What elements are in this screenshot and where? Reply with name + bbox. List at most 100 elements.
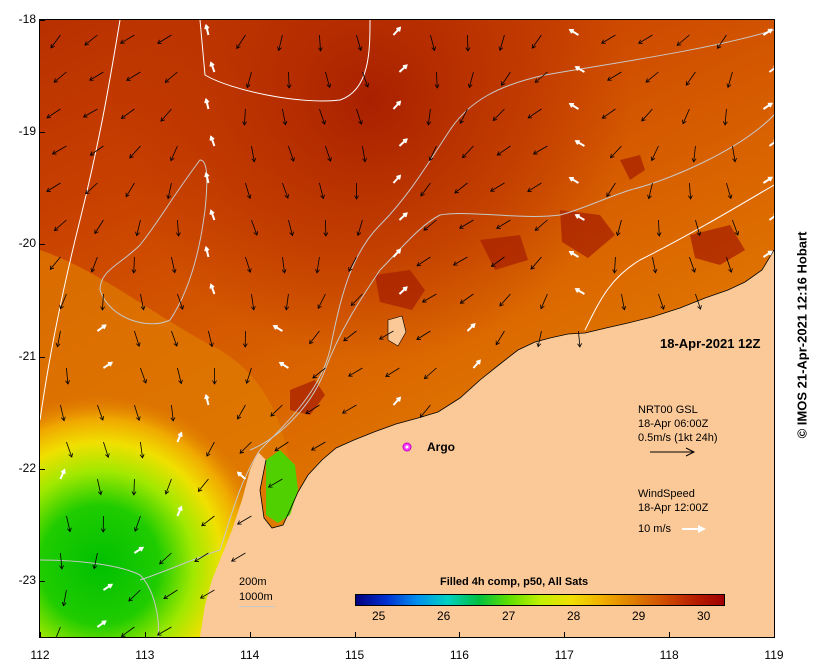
- current-arrow: [160, 108, 172, 122]
- current-arrow: [171, 330, 178, 347]
- current-arrow-head: [434, 84, 440, 89]
- current-arrow: [427, 108, 431, 125]
- current-arrow-head: [242, 121, 248, 126]
- island: [387, 315, 407, 347]
- current-arrow-head: [245, 83, 251, 89]
- current-arrow: [424, 367, 437, 379]
- current-arrow: [246, 71, 252, 88]
- current-arrow: [325, 71, 331, 88]
- contour-200m-b: [584, 184, 774, 331]
- current-arrow-head: [253, 231, 259, 236]
- current-arrow-head: [348, 372, 353, 377]
- current-arrow: [63, 589, 67, 606]
- gsl-scale: 0.5m/s (1kt 24h): [638, 432, 718, 444]
- current-arrow-head: [540, 304, 545, 310]
- current-arrow-head: [499, 301, 504, 307]
- contour-1000m-b: [249, 114, 774, 451]
- current-arrow: [198, 478, 209, 492]
- colorbar-tick: 26: [437, 609, 451, 623]
- current-arrow-head: [171, 268, 177, 274]
- wind-arrow-head: [204, 393, 210, 400]
- current-arrow-head: [82, 113, 88, 118]
- contour-1000m-d: [40, 559, 159, 637]
- colorbar-tick: 30: [697, 609, 711, 623]
- current-arrow-head: [173, 342, 179, 347]
- current-arrow-head: [454, 189, 459, 194]
- current-arrow: [201, 515, 215, 527]
- current-arrow-head: [452, 261, 458, 266]
- current-arrow: [343, 330, 357, 342]
- current-arrow-head: [160, 117, 165, 122]
- current-arrow-head: [170, 156, 175, 162]
- wind-arrow-head: [574, 66, 580, 71]
- current-arrow: [243, 108, 246, 125]
- current-arrow-head: [131, 269, 137, 274]
- wind-arrow-head: [767, 102, 774, 108]
- current-arrow-head: [267, 483, 273, 488]
- current-arrow: [601, 34, 616, 44]
- current-arrow: [356, 34, 362, 51]
- wind-arrow-head: [396, 100, 402, 106]
- wind-arrow-head: [278, 361, 284, 367]
- current-arrow-head: [364, 83, 370, 88]
- current-arrow: [93, 552, 98, 569]
- current-arrow: [97, 478, 102, 495]
- current-arrow-head: [726, 83, 732, 89]
- current-arrow-head: [645, 78, 651, 83]
- current-arrow: [460, 293, 474, 304]
- current-arrow: [91, 256, 98, 273]
- lat-tick: -23: [18, 572, 36, 587]
- current-arrow: [724, 108, 727, 125]
- current-arrow: [236, 34, 246, 49]
- current-arrow: [537, 330, 542, 347]
- lon-tick: 118: [659, 648, 679, 662]
- current-arrow: [495, 330, 505, 345]
- current-arrow-head: [277, 46, 282, 52]
- current-arrow: [134, 515, 141, 532]
- sst-map[interactable]: 18-Apr-2021 12Z Argo NRT00 GSL 18-Apr 06…: [40, 20, 774, 637]
- contour-200m-label: 200m: [239, 576, 267, 588]
- current-arrow-head: [312, 374, 317, 379]
- contour-1000m-c: [99, 159, 208, 325]
- current-arrow: [316, 256, 320, 273]
- current-arrow-head: [289, 231, 295, 237]
- current-arrow-head: [315, 268, 320, 274]
- current-arrow: [239, 441, 252, 454]
- current-arrow: [121, 108, 135, 119]
- colorbar-tick: 29: [632, 609, 646, 623]
- wind-arrow-head: [107, 361, 114, 367]
- current-arrow-head: [247, 268, 252, 273]
- current-arrow-head: [135, 342, 141, 348]
- current-arrow-head: [140, 305, 146, 311]
- current-arrow-head: [59, 304, 64, 310]
- current-arrow-head: [97, 490, 103, 496]
- current-arrow: [319, 108, 326, 125]
- current-arrow: [462, 145, 474, 158]
- current-arrow-head: [416, 262, 422, 267]
- current-arrow: [732, 219, 739, 236]
- current-arrow: [171, 256, 176, 273]
- current-arrow: [89, 71, 104, 81]
- current-arrow-head: [685, 81, 691, 86]
- current-arrow: [102, 293, 104, 310]
- current-arrow-head: [492, 116, 498, 122]
- current-arrow: [177, 367, 182, 384]
- current-arrow-head: [676, 41, 682, 46]
- current-arrow: [157, 626, 172, 636]
- contour-1000m-label: 1000m: [239, 591, 273, 603]
- current-arrow-head: [641, 116, 646, 122]
- current-arrow-head: [67, 527, 72, 533]
- current-arrow: [501, 71, 511, 86]
- current-arrow-head: [131, 491, 137, 496]
- current-arrow-head: [246, 194, 252, 200]
- contour-200m: [40, 20, 121, 421]
- current-arrow: [309, 330, 320, 344]
- current-arrow-head: [327, 157, 332, 162]
- lon-tick: 117: [554, 648, 574, 662]
- wind-arrow-head: [396, 174, 402, 180]
- wind-arrow: [768, 215, 774, 221]
- current-arrow-head: [356, 231, 362, 237]
- current-arrow-head: [416, 335, 421, 340]
- contour-1000m: [139, 29, 774, 581]
- current-arrow-head: [660, 305, 665, 310]
